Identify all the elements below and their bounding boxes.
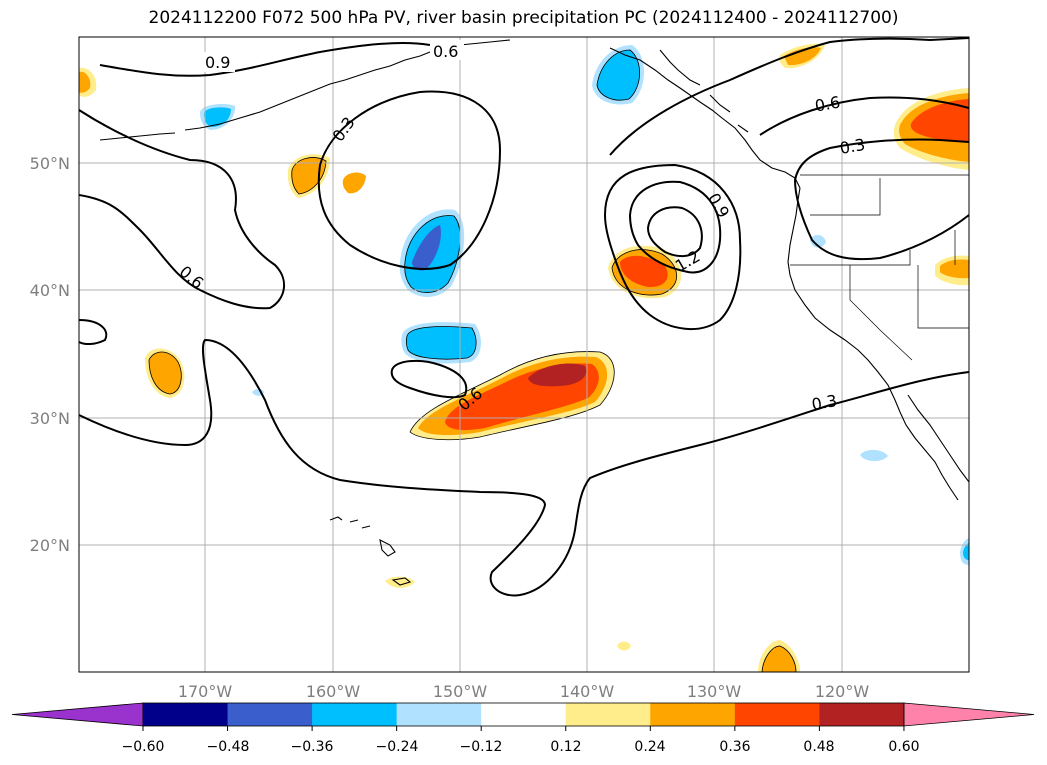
colorbar-tick-label: 0.24 [634,739,665,755]
colorbar-frame [142,702,905,727]
lat-label: 30°N [30,409,70,428]
colorbar-tick-label: −0.36 [291,739,334,755]
longitude-labels: 170°W 160°W 150°W 140°W 130°W 120°W [178,682,870,701]
colorbar-segment [312,703,398,726]
contour-label: 0.3 [838,135,866,158]
lat-label: 40°N [30,281,70,300]
colorbar-segment [143,703,229,726]
lat-label: 50°N [30,154,70,173]
colorbar-segment [819,703,905,726]
colorbar-segment [565,703,651,726]
colorbar-tick-label: −0.48 [207,739,250,755]
lon-label: 120°W [815,682,870,701]
lon-label: 130°W [687,682,742,701]
colorbar-tick-label: 0.48 [803,739,834,755]
colorbar-extend-high [903,702,1035,727]
contour-label: 0.6 [433,42,458,61]
colorbar-segment [734,703,820,726]
contour-label: 0.6 [813,92,841,115]
coastlines [99,39,969,586]
colorbar-tick-label: 0.60 [888,739,919,755]
colorbar-tick-label: 0.36 [719,739,750,755]
lat-label: 20°N [30,536,70,555]
contour-label: 0.3 [810,391,838,414]
contour-label: 0.9 [205,53,230,72]
colorbar-extend-low [11,702,144,727]
colorbar-ticks: −0.60 −0.48 −0.36 −0.24 −0.12 0.12 0.24 … [122,739,920,755]
gridlines [79,37,969,672]
colorbar-segment [650,703,736,726]
colorbar-tick-label: −0.12 [460,739,503,755]
state-borders [790,174,969,361]
map-title: 2024112200 F072 500 hPa PV, river basin … [148,8,899,28]
lon-label: 170°W [178,682,233,701]
colorbar-segment [481,703,567,726]
lon-label: 150°W [433,682,488,701]
lon-label: 160°W [306,682,361,701]
colorbar-tick-label: 0.12 [550,739,581,755]
latitude-labels: 20°N 30°N 40°N 50°N [30,154,70,555]
plot-frame [78,36,970,673]
lon-label: 140°W [560,682,615,701]
colorbar [11,702,1035,731]
colorbar-segment [396,703,482,726]
pv-contours [79,37,969,597]
plot-area: 0.9 0.6 0.3 0.6 0.6 0.3 0.9 1.2 0.6 0.3 [79,37,969,672]
colorbar-tick-label: −0.24 [376,739,419,755]
colorbar-tick-label: −0.60 [122,739,165,755]
colorbar-segment [227,703,313,726]
